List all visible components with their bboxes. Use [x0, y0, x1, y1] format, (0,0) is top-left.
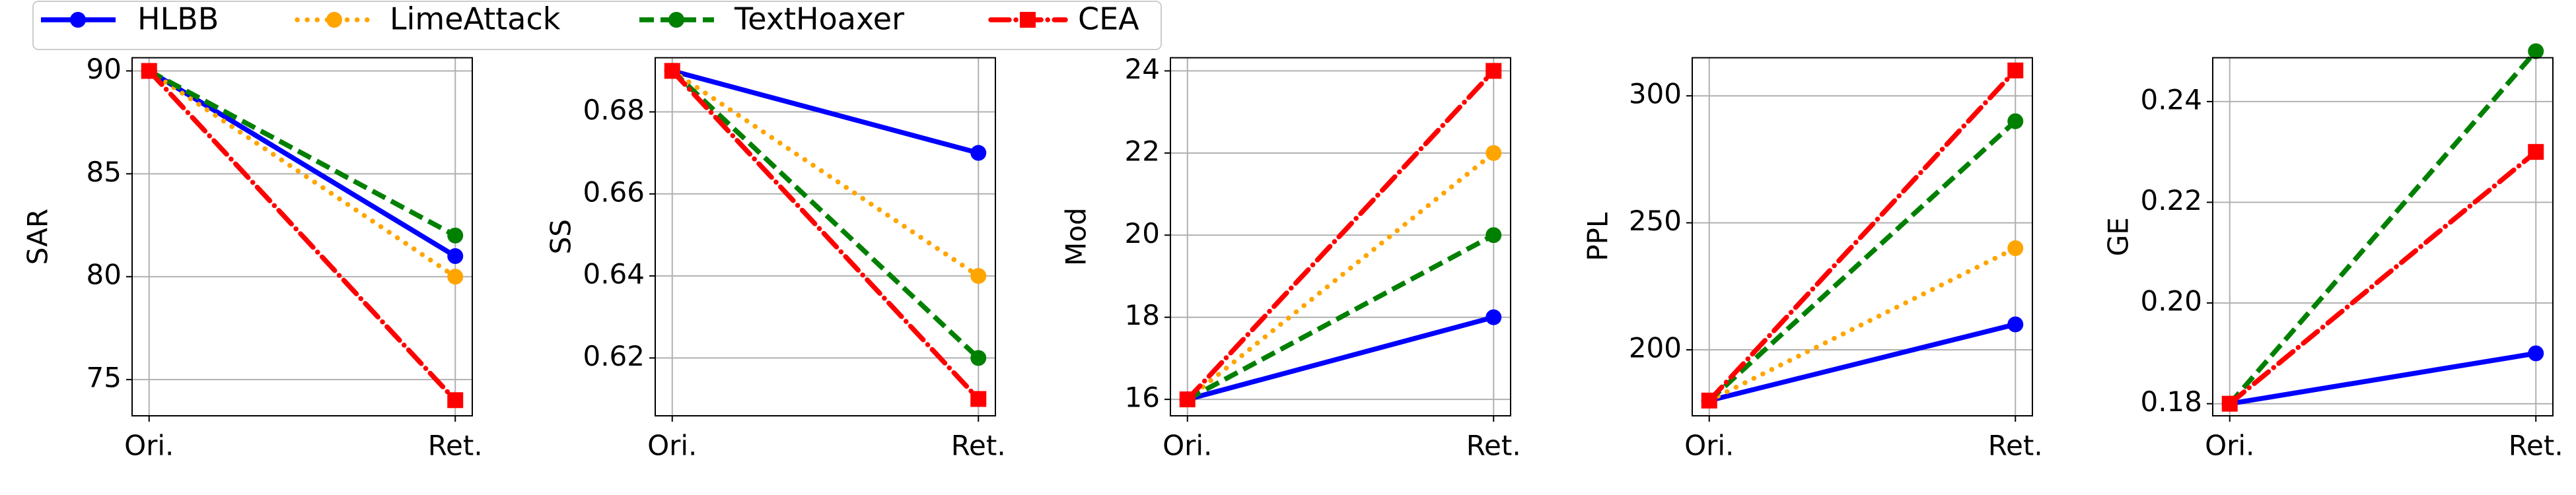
point [1179, 391, 1196, 408]
point [1485, 63, 1502, 79]
y-axis-label: SS [545, 219, 577, 254]
series-line [1708, 321, 2017, 403]
point [447, 269, 464, 285]
point [1485, 145, 1502, 161]
y-tick-label: 0.22 [2140, 184, 2202, 216]
point [141, 63, 157, 79]
series-line [147, 69, 457, 259]
point [2528, 43, 2544, 59]
subplot: 75 80 85 90 Ori. Ret. SAR [22, 53, 483, 462]
y-tick-label: 0.18 [2140, 385, 2202, 418]
x-tick-label: Ori. [2205, 430, 2254, 462]
y-tick-label: 18 [1125, 299, 1160, 331]
y-tick-label: 0.62 [583, 340, 645, 372]
legend: HLBB LimeAttack TextHoaxer CEA [32, 1, 1162, 50]
subplot: 200 250 300 Ori. Ret. PPL [1582, 57, 2043, 462]
point [1701, 392, 1717, 409]
plot-frame [2212, 57, 2554, 416]
subplot: 16 18 20 22 24 Ori. Ret. Mod [1060, 53, 1521, 462]
x-tick-label: Ret. [2509, 430, 2563, 462]
plot-frame [1170, 57, 1511, 416]
y-tick-label: 0.64 [583, 258, 645, 290]
series-line [147, 68, 458, 403]
series-line [1185, 150, 1496, 402]
x-tick-label: Ori. [1163, 430, 1212, 462]
y-tick-label: 24 [1125, 53, 1160, 85]
y-tick-label: 75 [87, 362, 122, 394]
x-tick-label: Ori. [124, 430, 174, 462]
y-tick-label: 20 [1125, 217, 1160, 249]
point [2221, 395, 2238, 412]
series-line [670, 69, 980, 360]
series-line [1186, 232, 1495, 402]
series-line [1185, 68, 1496, 402]
point [2007, 316, 2024, 333]
point [2528, 144, 2544, 160]
y-tick-label: 0.20 [2140, 285, 2202, 317]
legend-frame [32, 1, 1162, 50]
plot-frame [655, 57, 996, 416]
legend-label: LimeAttack [390, 1, 561, 37]
point [668, 12, 684, 28]
point [70, 12, 86, 28]
y-tick-label: 200 [1629, 331, 1682, 364]
point [970, 391, 987, 407]
y-tick-label: 300 [1629, 78, 1682, 110]
legend-label: TextHoaxer [734, 1, 904, 37]
y-tick-label: 0.68 [583, 94, 645, 126]
point [326, 12, 342, 28]
series-line [1707, 246, 2018, 403]
series-line [2227, 149, 2538, 407]
y-axis-label: PPL [1582, 212, 1614, 261]
point [2528, 345, 2544, 362]
point [447, 392, 464, 409]
point [970, 145, 987, 161]
point [2007, 113, 2024, 129]
y-tick-label: 250 [1629, 205, 1682, 237]
point [2007, 62, 2024, 79]
x-tick-label: Ret. [1466, 430, 1521, 462]
point [970, 268, 987, 284]
point [1485, 227, 1502, 244]
point [2007, 240, 2024, 257]
y-tick-label: 16 [1125, 381, 1160, 414]
y-tick-label: 80 [87, 259, 122, 291]
plot-frame [1692, 57, 2033, 416]
x-tick-label: Ret. [428, 430, 483, 462]
y-axis-label: SAR [22, 209, 54, 265]
series-line [671, 68, 980, 156]
point [1020, 12, 1036, 28]
point [1485, 309, 1502, 325]
subplot: 0.62 0.64 0.66 0.68 Ori. Ret. SS [545, 57, 1006, 462]
y-tick-label: 0.24 [2140, 83, 2202, 116]
legend-label: HLBB [137, 1, 219, 37]
y-axis-label: GE [2102, 217, 2135, 256]
x-tick-label: Ori. [1684, 430, 1734, 462]
series-line [1186, 315, 1495, 402]
series-line [670, 68, 981, 279]
subplot: 0.18 0.20 0.22 0.24 Ori. Ret. GE [2102, 43, 2563, 462]
y-tick-label: 22 [1125, 135, 1160, 167]
point [664, 63, 680, 79]
x-tick-label: Ret. [1988, 430, 2043, 462]
series-line [1707, 119, 2017, 403]
point [447, 248, 464, 265]
y-axis-label: Mod [1060, 207, 1092, 266]
series-line [670, 68, 981, 402]
x-tick-label: Ori. [647, 430, 697, 462]
point [970, 350, 987, 366]
series-line [147, 69, 457, 238]
y-tick-label: 85 [87, 156, 122, 188]
y-tick-label: 0.66 [583, 176, 645, 208]
x-tick-label: Ret. [951, 430, 1006, 462]
series-line [2227, 50, 2538, 406]
y-tick-label: 90 [87, 53, 122, 85]
legend-label: CEA [1078, 1, 1139, 37]
plot-frame [131, 57, 473, 416]
series-line [2229, 350, 2536, 407]
series-line [147, 68, 458, 279]
point [447, 227, 464, 244]
series-line [1707, 67, 2018, 403]
